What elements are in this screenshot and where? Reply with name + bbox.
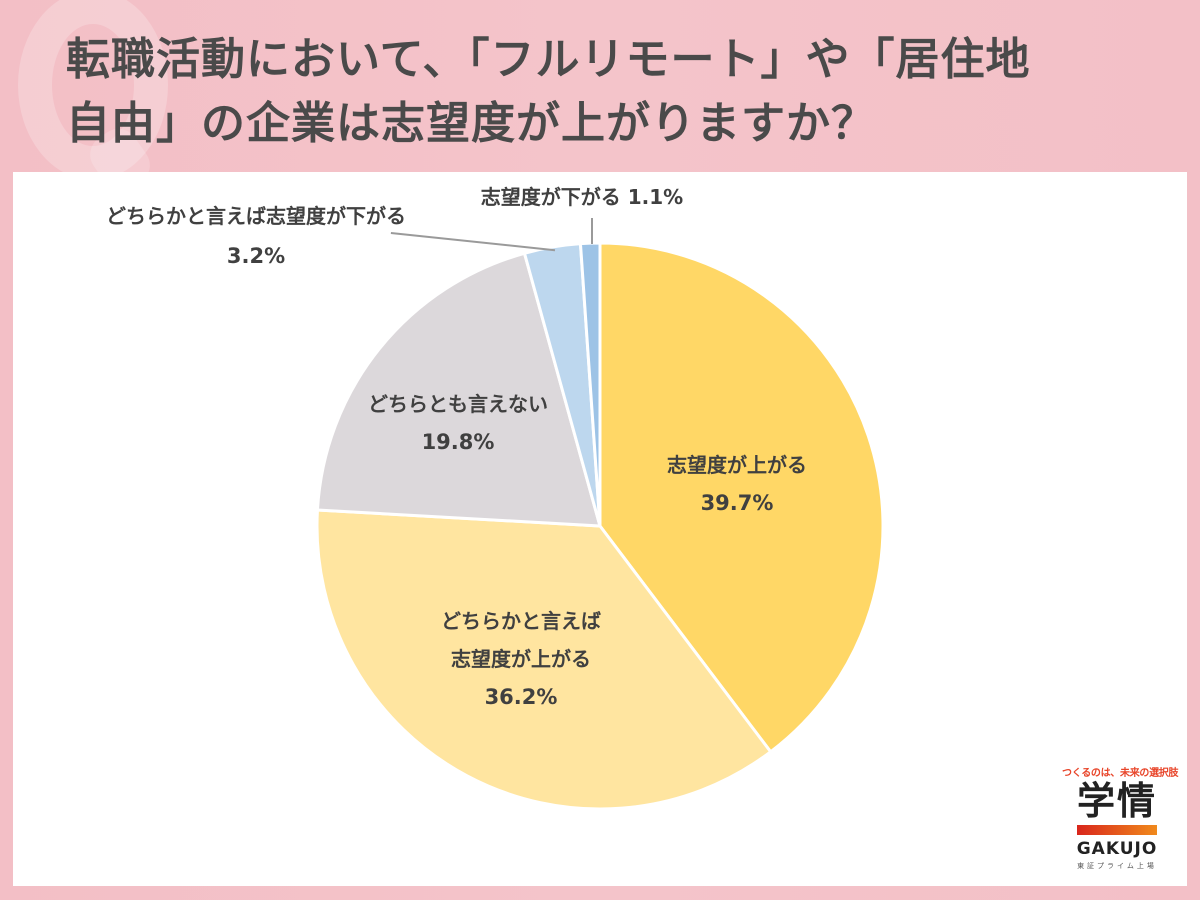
pie-chart <box>315 241 885 811</box>
slice-decrease <box>578 241 602 528</box>
title-line-2: 自由」の企業は志望度が上がりますか？ <box>66 98 876 149</box>
logo-tagline: つくるのは、未来の選択肢 <box>1062 768 1179 779</box>
label-somewhat-increase-pct: 36.2% <box>484 685 558 709</box>
label-increase-text: 志望度が上がる <box>667 453 807 477</box>
label-decrease: 志望度が下がる 1.1% <box>481 178 683 216</box>
page-title: 転職活動において、「フルリモート」や「居住地 自由」の企業は志望度が上がりますか… <box>66 28 1176 156</box>
label-somewhat-decrease-text: どちらかと言えば志望度が下がる <box>106 204 406 228</box>
label-increase: 志望度が上がる 39.7% <box>667 446 807 522</box>
label-decrease-text: 志望度が下がる 1.1% <box>480 185 684 209</box>
label-neutral-text: どちらとも言えない <box>368 392 548 416</box>
gakujo-logo: つくるのは、未来の選択肢 学情 GAKUJO 東証プライム上場 <box>1062 764 1179 871</box>
title-line-1: 転職活動において、「フルリモート」や「居住地 <box>66 34 1031 85</box>
chart-panel: 志望度が上がる 39.7% どちらかと言えば 志望度が上がる 36.2% どちら… <box>13 172 1187 886</box>
slice-somewhat-increase <box>315 508 773 811</box>
logo-english: GAKUJO <box>1076 839 1158 859</box>
label-somewhat-increase-text-1: どちらかと言えば <box>441 609 601 633</box>
label-somewhat-increase-text-2: 志望度が上がる <box>451 647 591 671</box>
logo-sub: 東証プライム上場 <box>1077 862 1157 870</box>
label-somewhat-decrease: どちらかと言えば志望度が下がる 3.2% <box>106 196 406 276</box>
label-neutral-pct: 19.8% <box>421 430 495 454</box>
slice-increase <box>598 241 885 754</box>
slice-neutral <box>315 251 602 528</box>
logo-kanji: 学情 <box>1076 779 1157 823</box>
label-increase-pct: 39.7% <box>700 491 774 515</box>
logo-gradient-bar <box>1077 825 1157 835</box>
label-neutral: どちらとも言えない 19.8% <box>368 385 548 461</box>
label-somewhat-decrease-pct: 3.2% <box>226 244 286 268</box>
leader-line-down <box>591 218 593 244</box>
label-somewhat-increase: どちらかと言えば 志望度が上がる 36.2% <box>441 602 601 716</box>
